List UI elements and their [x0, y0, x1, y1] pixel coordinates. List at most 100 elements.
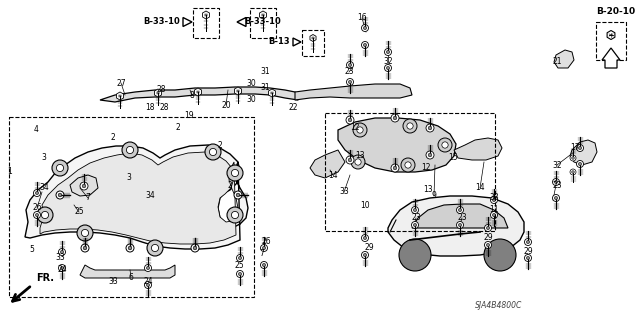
Circle shape — [391, 114, 399, 122]
Text: 23: 23 — [457, 213, 467, 222]
Circle shape — [147, 283, 150, 286]
Text: 4: 4 — [33, 125, 38, 135]
Polygon shape — [237, 18, 246, 26]
Circle shape — [77, 225, 93, 241]
Circle shape — [262, 246, 266, 249]
Circle shape — [572, 157, 574, 160]
Text: 2: 2 — [111, 133, 115, 143]
Circle shape — [346, 62, 353, 69]
Circle shape — [35, 213, 38, 217]
Circle shape — [458, 223, 461, 226]
Text: 30: 30 — [246, 95, 256, 105]
Circle shape — [262, 263, 266, 267]
Polygon shape — [338, 118, 456, 172]
Polygon shape — [454, 138, 502, 160]
Circle shape — [348, 118, 352, 122]
Polygon shape — [25, 145, 248, 249]
Circle shape — [428, 126, 432, 130]
Polygon shape — [70, 175, 98, 196]
Text: 10: 10 — [360, 201, 370, 210]
Circle shape — [260, 262, 268, 269]
Circle shape — [442, 142, 448, 148]
Text: 23: 23 — [411, 213, 421, 222]
Circle shape — [83, 246, 87, 250]
Circle shape — [387, 66, 390, 70]
Circle shape — [236, 193, 240, 197]
Circle shape — [552, 179, 559, 186]
Circle shape — [193, 246, 197, 250]
Text: 7: 7 — [260, 249, 264, 257]
Circle shape — [405, 162, 411, 168]
Text: 3: 3 — [127, 174, 131, 182]
Text: 13: 13 — [423, 186, 433, 195]
Circle shape — [393, 166, 397, 170]
Circle shape — [205, 144, 221, 160]
Bar — [250, 8, 276, 38]
Text: 28: 28 — [156, 85, 166, 94]
Circle shape — [362, 234, 369, 241]
Text: 29: 29 — [483, 234, 493, 242]
Polygon shape — [607, 31, 615, 40]
Circle shape — [33, 189, 40, 197]
Circle shape — [413, 208, 417, 211]
Text: 29: 29 — [523, 248, 533, 256]
Circle shape — [484, 225, 492, 232]
Text: 31: 31 — [260, 68, 270, 77]
Polygon shape — [310, 34, 316, 41]
Circle shape — [58, 249, 65, 256]
Circle shape — [484, 241, 492, 249]
Polygon shape — [40, 152, 238, 244]
Text: SJA4B4800C: SJA4B4800C — [475, 300, 522, 309]
Circle shape — [346, 78, 353, 85]
Polygon shape — [269, 89, 275, 97]
Text: 23: 23 — [552, 181, 562, 189]
Text: 28: 28 — [159, 103, 169, 113]
Circle shape — [191, 244, 199, 252]
Polygon shape — [202, 11, 209, 19]
Circle shape — [52, 160, 68, 176]
Circle shape — [387, 50, 390, 54]
Polygon shape — [260, 11, 266, 19]
Circle shape — [438, 138, 452, 152]
Circle shape — [456, 206, 463, 213]
Circle shape — [348, 63, 351, 67]
Circle shape — [234, 191, 242, 199]
Text: 33: 33 — [55, 254, 65, 263]
Text: 30: 30 — [246, 78, 256, 87]
Text: 33: 33 — [489, 194, 499, 203]
Circle shape — [577, 145, 584, 152]
Circle shape — [348, 80, 351, 84]
Text: 23: 23 — [344, 68, 354, 77]
Text: 27: 27 — [116, 78, 126, 87]
Circle shape — [232, 211, 239, 219]
Text: 33: 33 — [108, 277, 118, 286]
Text: 34: 34 — [39, 183, 49, 192]
Bar — [596, 22, 626, 60]
Text: 21: 21 — [552, 57, 562, 66]
Circle shape — [147, 240, 163, 256]
Circle shape — [579, 146, 582, 150]
Circle shape — [209, 148, 216, 156]
Circle shape — [426, 151, 434, 159]
Circle shape — [391, 164, 399, 172]
Circle shape — [362, 41, 369, 48]
Text: 3: 3 — [42, 153, 47, 162]
Circle shape — [364, 43, 367, 47]
Text: 18: 18 — [145, 103, 155, 113]
Polygon shape — [234, 87, 241, 95]
Circle shape — [385, 48, 392, 56]
Polygon shape — [100, 87, 300, 102]
Text: 8: 8 — [189, 91, 195, 100]
Text: 12: 12 — [350, 123, 360, 132]
Circle shape — [456, 221, 463, 228]
Circle shape — [239, 272, 241, 276]
Text: 31: 31 — [260, 84, 270, 93]
Circle shape — [37, 207, 53, 223]
Circle shape — [413, 223, 417, 226]
Circle shape — [357, 127, 363, 133]
Circle shape — [364, 26, 367, 30]
Circle shape — [458, 208, 461, 211]
Circle shape — [128, 246, 132, 250]
Circle shape — [227, 207, 243, 223]
Text: B-13: B-13 — [268, 38, 290, 47]
